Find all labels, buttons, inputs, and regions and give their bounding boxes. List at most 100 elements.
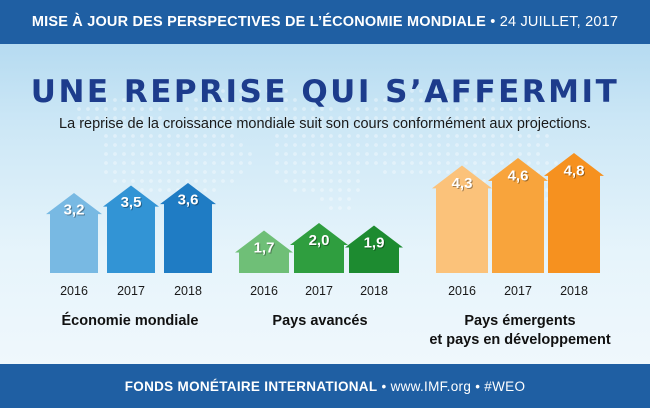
map-dot bbox=[248, 152, 252, 156]
map-dot bbox=[500, 143, 504, 147]
map-dot bbox=[113, 161, 117, 165]
map-dot bbox=[149, 161, 153, 165]
map-dot bbox=[194, 98, 198, 102]
map-dot bbox=[194, 179, 198, 183]
map-dot bbox=[410, 152, 414, 156]
map-dot bbox=[329, 188, 333, 192]
map-dot bbox=[536, 152, 540, 156]
footer-text: FONDS MONÉTAIRE INTERNATIONAL • www.IMF.… bbox=[125, 379, 526, 394]
map-dot bbox=[176, 179, 180, 183]
map-dot bbox=[446, 116, 450, 120]
map-dot bbox=[167, 143, 171, 147]
map-dot bbox=[338, 161, 342, 165]
map-dot bbox=[374, 134, 378, 138]
tick-label-advanced-economies-2017: 2017 bbox=[305, 284, 333, 298]
tick-label-emerging-economies-2017: 2017 bbox=[504, 284, 532, 298]
map-dot bbox=[545, 134, 549, 138]
map-dot bbox=[401, 107, 405, 111]
map-dot bbox=[527, 152, 531, 156]
map-dot bbox=[401, 98, 405, 102]
map-dot bbox=[149, 107, 153, 111]
map-dot bbox=[401, 152, 405, 156]
map-dot bbox=[320, 134, 324, 138]
map-dot bbox=[338, 116, 342, 120]
map-dot bbox=[437, 107, 441, 111]
map-dot bbox=[500, 134, 504, 138]
map-dot bbox=[428, 152, 432, 156]
map-dot bbox=[464, 89, 468, 93]
map-dot bbox=[464, 125, 468, 129]
map-dot bbox=[311, 125, 315, 129]
map-dot bbox=[158, 143, 162, 147]
map-dot bbox=[212, 170, 216, 174]
value-label-shadow: 1,9 bbox=[365, 236, 386, 253]
map-dot bbox=[419, 125, 423, 129]
map-dot bbox=[221, 125, 225, 129]
tick-label-world-economy-2018: 2018 bbox=[174, 284, 202, 298]
map-dot bbox=[428, 116, 432, 120]
map-dot bbox=[149, 125, 153, 129]
value-label-shadow: 4,6 bbox=[509, 169, 530, 186]
map-dot bbox=[284, 170, 288, 174]
map-dot bbox=[203, 170, 207, 174]
map-dot bbox=[536, 161, 540, 165]
map-dot bbox=[428, 161, 432, 165]
value-label-emerging-economies-2017: 4,6 bbox=[508, 168, 529, 185]
map-dot bbox=[509, 143, 513, 147]
map-dot bbox=[149, 170, 153, 174]
map-dot bbox=[527, 116, 531, 120]
map-dot bbox=[374, 98, 378, 102]
map-dot bbox=[122, 134, 126, 138]
footer-website-link[interactable]: www.IMF.org bbox=[390, 378, 472, 394]
map-dot bbox=[410, 134, 414, 138]
value-label-shadow: 4,8 bbox=[565, 164, 586, 181]
map-dot bbox=[527, 125, 531, 129]
map-dot bbox=[104, 98, 108, 102]
map-dot bbox=[347, 170, 351, 174]
map-dot bbox=[203, 161, 207, 165]
map-dot bbox=[491, 98, 495, 102]
bar-world-economy-2018 bbox=[160, 183, 216, 273]
map-dot bbox=[347, 107, 351, 111]
map-dot bbox=[347, 197, 351, 201]
map-dot bbox=[374, 116, 378, 120]
map-dot bbox=[329, 170, 333, 174]
map-dot bbox=[482, 161, 486, 165]
map-dot bbox=[419, 89, 423, 93]
map-dot bbox=[320, 107, 324, 111]
map-dot bbox=[320, 179, 324, 183]
map-dot bbox=[275, 143, 279, 147]
map-dot bbox=[329, 197, 333, 201]
map-dot bbox=[266, 98, 270, 102]
map-dot bbox=[176, 170, 180, 174]
bar-world-economy-2016 bbox=[46, 193, 102, 273]
map-dot bbox=[239, 89, 243, 93]
group-title-world-economy-text: Économie mondiale bbox=[61, 313, 199, 329]
map-dot bbox=[221, 116, 225, 120]
map-dot bbox=[329, 206, 333, 210]
map-dot bbox=[194, 134, 198, 138]
map-dot bbox=[464, 107, 468, 111]
map-dot bbox=[284, 143, 288, 147]
map-dot bbox=[185, 179, 189, 183]
map-dot bbox=[122, 170, 126, 174]
footer-hashtag-link[interactable]: #WEO bbox=[484, 378, 526, 394]
map-dot bbox=[491, 116, 495, 120]
map-dot bbox=[131, 107, 135, 111]
map-dot bbox=[437, 89, 441, 93]
map-dot bbox=[194, 143, 198, 147]
map-dot bbox=[221, 134, 225, 138]
map-dot bbox=[446, 107, 450, 111]
map-dot bbox=[311, 107, 315, 111]
map-dot bbox=[275, 152, 279, 156]
map-dot bbox=[473, 116, 477, 120]
map-dot bbox=[509, 134, 513, 138]
map-dot bbox=[428, 134, 432, 138]
map-dot bbox=[338, 170, 342, 174]
map-dot bbox=[131, 116, 135, 120]
map-dot bbox=[248, 107, 252, 111]
map-dot bbox=[446, 89, 450, 93]
map-dot bbox=[401, 116, 405, 120]
map-dot bbox=[383, 170, 387, 174]
